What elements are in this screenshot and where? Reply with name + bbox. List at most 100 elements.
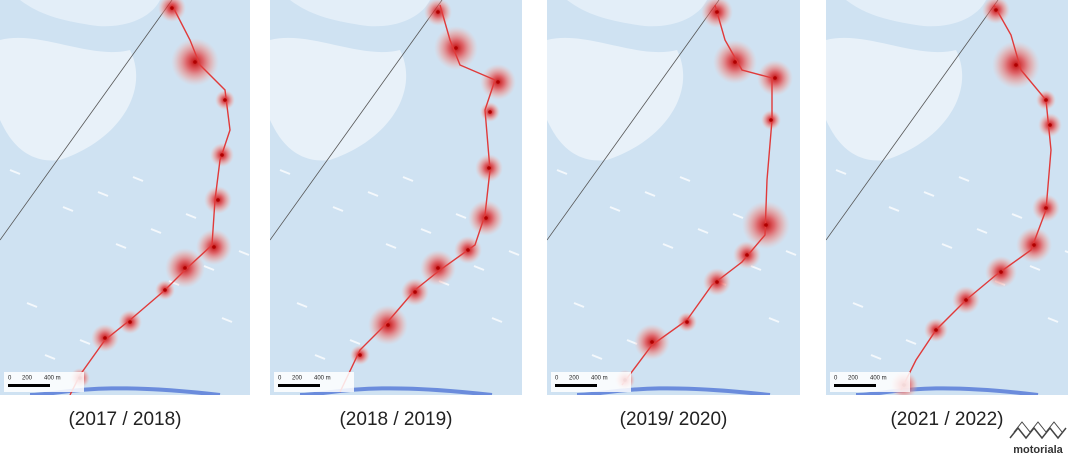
terrain-mark bbox=[238, 250, 250, 256]
incident-dot bbox=[103, 336, 107, 340]
panel-caption: (2018 / 2019) bbox=[339, 409, 452, 430]
incident-dot bbox=[484, 216, 488, 220]
incident-dot bbox=[193, 60, 197, 64]
scale-bar bbox=[834, 384, 876, 387]
terrain-mark bbox=[923, 191, 935, 197]
incident-dot bbox=[650, 340, 654, 344]
incident-dot bbox=[212, 245, 216, 249]
terrain-mark bbox=[367, 191, 379, 197]
terrain-mark bbox=[1064, 250, 1068, 254]
terrain-mark bbox=[332, 206, 344, 212]
incident-dot bbox=[715, 280, 719, 284]
scale-bar bbox=[278, 384, 320, 387]
land-area bbox=[290, 0, 430, 27]
terrain-mark bbox=[491, 317, 503, 323]
incident-dot bbox=[773, 76, 777, 80]
terrain-mark bbox=[508, 250, 520, 256]
incident-dot bbox=[685, 320, 689, 324]
scale-label: 0 bbox=[278, 376, 282, 382]
scale-label: 200 bbox=[848, 376, 859, 382]
panel-caption: (2017 / 2018) bbox=[68, 409, 181, 430]
terrain-mark bbox=[609, 206, 621, 212]
route bbox=[621, 4, 773, 386]
incident-dot bbox=[436, 266, 440, 270]
terrain-mark bbox=[279, 169, 291, 175]
terrain-mark bbox=[296, 302, 308, 308]
boundary-line bbox=[826, 0, 999, 241]
incident-dot bbox=[466, 248, 470, 252]
incident-dot bbox=[496, 80, 500, 84]
incident-dot bbox=[964, 298, 968, 302]
terrain-mark bbox=[732, 213, 744, 219]
boundary-line bbox=[547, 0, 720, 241]
terrain-mark bbox=[349, 339, 361, 345]
terrain-mark bbox=[1029, 265, 1041, 271]
heat-spot bbox=[982, 0, 1010, 24]
river bbox=[576, 386, 771, 395]
incident-dot bbox=[436, 10, 440, 14]
incident-dot bbox=[994, 8, 998, 12]
terrain-mark bbox=[221, 317, 233, 323]
terrain-mark bbox=[1011, 213, 1023, 219]
scale-label: 400 m bbox=[44, 376, 61, 382]
terrain-mark bbox=[556, 169, 568, 175]
land-area bbox=[270, 37, 407, 161]
incident-dot bbox=[223, 98, 227, 102]
terrain-mark bbox=[115, 243, 127, 249]
land-area bbox=[567, 0, 707, 27]
incident-dot bbox=[745, 253, 749, 257]
terrain-mark bbox=[941, 243, 953, 249]
incident-dot bbox=[999, 270, 1003, 274]
incident-dot bbox=[1044, 206, 1048, 210]
panel-caption: (2019/ 2020) bbox=[620, 409, 728, 430]
land-area bbox=[547, 37, 684, 161]
incident-dot bbox=[220, 153, 224, 157]
panel-caption: (2021 / 2022) bbox=[890, 409, 1003, 430]
terrain-mark bbox=[314, 354, 326, 360]
scale-label: 400 m bbox=[591, 376, 608, 382]
incident-dot bbox=[216, 198, 220, 202]
terrain-mark bbox=[976, 228, 988, 234]
scale-label: 0 bbox=[834, 376, 838, 382]
scale-label: 400 m bbox=[870, 376, 887, 382]
terrain-mark bbox=[97, 191, 109, 197]
scale-label: 200 bbox=[569, 376, 580, 382]
incident-dot bbox=[413, 290, 417, 294]
land-area bbox=[826, 37, 963, 161]
terrain-mark bbox=[591, 354, 603, 360]
incident-dot bbox=[454, 46, 458, 50]
terrain-mark bbox=[785, 250, 797, 256]
terrain-mark bbox=[697, 228, 709, 234]
incident-dot bbox=[733, 60, 737, 64]
terrain-mark bbox=[473, 265, 485, 271]
scale-bar bbox=[8, 384, 50, 387]
terrain-mark bbox=[9, 169, 21, 175]
logo-text: motoriala bbox=[1013, 444, 1063, 456]
incident-dot bbox=[764, 223, 768, 227]
terrain-mark bbox=[385, 243, 397, 249]
scale-label: 200 bbox=[292, 376, 303, 382]
terrain-mark bbox=[420, 228, 432, 234]
terrain-mark bbox=[150, 228, 162, 234]
incident-dot bbox=[170, 6, 174, 10]
map-panel: 0 200 400 m bbox=[547, 0, 800, 395]
scale-bar bbox=[555, 384, 597, 387]
incident-dot bbox=[1014, 63, 1018, 67]
scale-label: 0 bbox=[8, 376, 12, 382]
terrain-mark bbox=[870, 354, 882, 360]
incident-dot bbox=[1044, 98, 1048, 102]
incident-dot bbox=[487, 166, 491, 170]
terrain-mark bbox=[644, 191, 656, 197]
scale-label: 400 m bbox=[314, 376, 331, 382]
heat-spot bbox=[158, 0, 186, 22]
terrain-mark bbox=[26, 302, 38, 308]
map-panel: 0 200 400 m bbox=[270, 0, 522, 395]
route bbox=[69, 4, 231, 395]
land-area bbox=[846, 0, 986, 27]
logo: motoriala bbox=[1009, 421, 1067, 456]
incident-dot bbox=[183, 266, 187, 270]
terrain-mark bbox=[402, 176, 414, 182]
route bbox=[339, 4, 496, 393]
